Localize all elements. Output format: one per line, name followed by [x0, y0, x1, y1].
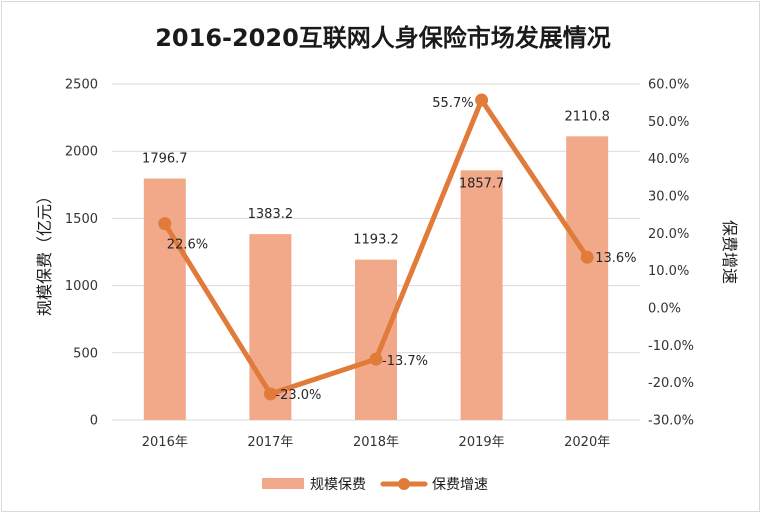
line-point — [263, 387, 277, 401]
bar — [460, 170, 503, 420]
bar-data-label: 1796.7 — [142, 152, 188, 167]
data-labels: 1796.7 1383.2 1193.2 1857.7 2110.8 22.6% -23.0… — [142, 96, 636, 403]
line-data-label: 13.6% — [595, 251, 636, 266]
right-tick-label: 10.0% — [648, 264, 689, 279]
line-data-label: 55.7% — [432, 96, 473, 111]
bar — [566, 136, 609, 421]
right-tick-label: 40.0% — [648, 152, 689, 167]
line-point — [580, 250, 594, 264]
left-tick-label: 0 — [90, 414, 98, 429]
line-series — [158, 93, 594, 401]
left-tick-label: 1000 — [65, 279, 98, 294]
line-data-label: 22.6% — [167, 238, 208, 253]
x-tick-label: 2017年 — [247, 435, 293, 450]
legend: 规模保费 保费增速 — [262, 477, 488, 493]
chart-title: 2016-2020互联网人身保险市场发展情况 — [155, 24, 611, 52]
line-point — [158, 217, 172, 231]
line-point — [475, 93, 489, 107]
x-tick-label: 2019年 — [459, 435, 505, 450]
left-tick-label: 500 — [73, 346, 98, 361]
bar — [355, 259, 397, 420]
right-tick-label: -30.0% — [648, 414, 694, 429]
left-tick-label: 2000 — [65, 145, 98, 160]
gridlines — [112, 83, 640, 421]
right-tick-label: 50.0% — [648, 115, 689, 130]
right-tick-label: 0.0% — [648, 302, 681, 317]
right-tick-label: 60.0% — [648, 78, 689, 93]
left-axis-title: 规模保费（亿元） — [35, 188, 54, 316]
legend-line-label: 保费增速 — [432, 477, 488, 493]
bar-series — [143, 136, 609, 421]
bar-data-label: 1857.7 — [459, 176, 505, 191]
right-tick-label: -10.0% — [648, 339, 694, 354]
right-tick-label: -20.0% — [648, 376, 694, 391]
left-tick-label: 1500 — [65, 212, 98, 227]
bar-data-label: 2110.8 — [564, 109, 610, 124]
right-tick-label: 30.0% — [648, 190, 689, 205]
right-tick-label: 20.0% — [648, 227, 689, 242]
legend-line-marker — [398, 478, 410, 490]
bar — [143, 178, 186, 420]
right-axis-title: 保费增速 — [720, 220, 739, 284]
x-tick-label: 2018年 — [353, 435, 399, 450]
axes: 0 500 1000 1500 2000 2500 -30.0% -20.0% -10.0% 0.… — [65, 78, 694, 451]
line-data-label: -23.0% — [275, 388, 321, 403]
line-data-label: -13.7% — [382, 354, 428, 369]
x-tick-label: 2020年 — [564, 435, 610, 450]
left-tick-label: 2500 — [65, 78, 98, 93]
bar-data-label: 1383.2 — [248, 207, 294, 222]
bar-data-label: 1193.2 — [353, 233, 399, 248]
x-tick-label: 2016年 — [142, 435, 188, 450]
line-point — [369, 352, 383, 366]
legend-bar-swatch — [262, 478, 304, 489]
legend-bar-label: 规模保费 — [310, 477, 366, 493]
